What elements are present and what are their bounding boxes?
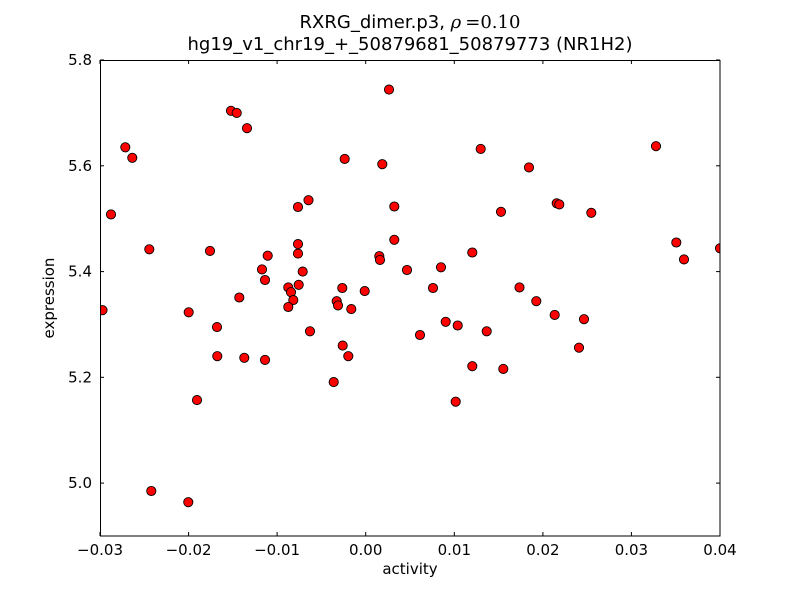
data-point bbox=[293, 279, 304, 290]
data-point bbox=[337, 282, 348, 294]
data-point bbox=[475, 143, 486, 154]
data-point bbox=[586, 207, 597, 218]
data-point bbox=[389, 201, 400, 212]
plot-border bbox=[100, 60, 721, 537]
data-point bbox=[481, 326, 492, 337]
chart-title-rho-symbol: ρ bbox=[450, 12, 462, 33]
data-point bbox=[514, 282, 525, 293]
data-point bbox=[332, 300, 344, 311]
tick-marks-layer bbox=[99, 59, 721, 536]
data-point bbox=[292, 239, 304, 250]
y-tick-label: 5.4 bbox=[68, 263, 92, 281]
data-point bbox=[678, 254, 690, 265]
data-point bbox=[283, 301, 294, 313]
x-tick-label: 0.03 bbox=[615, 541, 648, 559]
data-point bbox=[183, 307, 194, 318]
data-point bbox=[554, 199, 565, 210]
data-point bbox=[435, 262, 447, 273]
data-point bbox=[328, 377, 339, 388]
data-point bbox=[383, 84, 395, 95]
chart-title: RXRG_dimer.p3, ρ =0.10 bbox=[300, 12, 521, 33]
y-tick-label: 5.6 bbox=[68, 157, 92, 175]
data-point bbox=[531, 296, 542, 307]
y-tick-label: 5.2 bbox=[68, 368, 92, 386]
data-point bbox=[100, 305, 108, 316]
data-point bbox=[650, 141, 662, 152]
data-point bbox=[359, 286, 370, 297]
data-point bbox=[144, 244, 155, 255]
x-tick-label: 0.04 bbox=[703, 541, 736, 559]
x-tick-label: −0.02 bbox=[166, 541, 212, 559]
data-point bbox=[714, 243, 720, 254]
x-tick-label: 0.01 bbox=[438, 541, 471, 559]
data-point bbox=[259, 354, 271, 365]
x-tick-label: −0.01 bbox=[254, 541, 300, 559]
y-tick-label: 5.8 bbox=[68, 51, 92, 69]
data-point bbox=[427, 282, 439, 294]
data-point bbox=[523, 162, 535, 173]
data-point bbox=[262, 250, 273, 261]
chart-title-rho-value: =0.10 bbox=[465, 12, 520, 33]
y-axis-label: expression bbox=[40, 258, 58, 339]
data-point bbox=[346, 304, 357, 315]
x-tick-label: 0.02 bbox=[526, 541, 559, 559]
data-point bbox=[452, 320, 463, 331]
x-axis-label: activity bbox=[382, 560, 437, 578]
data-point bbox=[549, 309, 560, 320]
data-point bbox=[292, 248, 304, 259]
data-point bbox=[204, 245, 216, 256]
data-point bbox=[389, 234, 400, 245]
data-point bbox=[288, 295, 299, 306]
data-point bbox=[440, 316, 451, 327]
data-point bbox=[297, 266, 308, 277]
data-point bbox=[191, 395, 203, 406]
data-point bbox=[259, 274, 271, 286]
data-point bbox=[450, 396, 461, 407]
data-point bbox=[241, 123, 253, 134]
data-point bbox=[573, 342, 585, 353]
data-point bbox=[495, 206, 507, 217]
data-point bbox=[374, 254, 386, 265]
data-point bbox=[414, 329, 426, 341]
data-point bbox=[467, 247, 478, 258]
x-tick-label: −0.03 bbox=[77, 541, 123, 559]
data-points-layer bbox=[100, 84, 720, 508]
x-tick-labels: −0.03 −0.02 −0.01 0.00 0.01 0.02 0.03 0.04 bbox=[77, 541, 737, 559]
data-point bbox=[231, 107, 242, 118]
data-point bbox=[292, 201, 304, 213]
data-point bbox=[120, 142, 131, 153]
data-point bbox=[127, 152, 138, 163]
data-point bbox=[211, 322, 223, 333]
y-tick-label: 5.0 bbox=[68, 474, 92, 492]
data-point bbox=[239, 352, 250, 363]
y-tick-labels: 5.0 5.2 5.4 5.6 5.8 bbox=[68, 51, 92, 492]
x-tick-label: 0.00 bbox=[349, 541, 382, 559]
data-point bbox=[467, 361, 478, 372]
data-point bbox=[578, 314, 590, 325]
data-point bbox=[337, 340, 348, 351]
data-point bbox=[671, 237, 682, 248]
data-point bbox=[146, 485, 157, 497]
data-point bbox=[401, 264, 413, 276]
data-point bbox=[339, 153, 350, 164]
data-point bbox=[183, 497, 194, 508]
data-point bbox=[105, 209, 117, 220]
data-point bbox=[303, 195, 314, 206]
data-point bbox=[234, 292, 245, 303]
data-point bbox=[212, 351, 223, 362]
data-point bbox=[343, 351, 354, 362]
data-point bbox=[256, 264, 268, 275]
data-point bbox=[377, 159, 388, 170]
chart-title-prefix: RXRG_dimer.p3, bbox=[300, 12, 451, 33]
chart-subtitle: hg19_v1_chr19_+_50879681_50879773 (NR1H2… bbox=[188, 34, 633, 55]
data-point bbox=[304, 326, 316, 337]
data-point bbox=[498, 363, 509, 374]
